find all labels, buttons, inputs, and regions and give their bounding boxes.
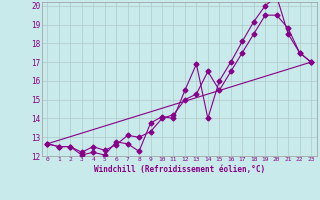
X-axis label: Windchill (Refroidissement éolien,°C): Windchill (Refroidissement éolien,°C) (94, 165, 265, 174)
